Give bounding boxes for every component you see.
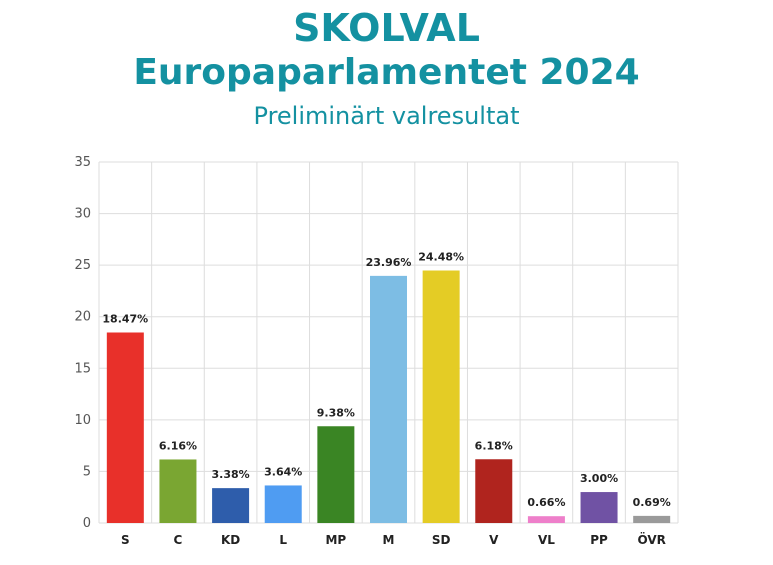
bar-övr bbox=[633, 515, 671, 523]
bar-v bbox=[475, 459, 513, 523]
chart-subtitle: Preliminärt valresultat bbox=[253, 102, 520, 130]
bar-c bbox=[159, 459, 197, 523]
x-tick-label: L bbox=[279, 533, 287, 547]
chart-title-line2: Europaparlamentet 2024 bbox=[133, 52, 640, 93]
bars-layer bbox=[106, 270, 671, 523]
data-label: 6.16% bbox=[159, 439, 197, 452]
chart-title-line1: SKOLVAL bbox=[293, 6, 480, 50]
x-tick-label: KD bbox=[221, 533, 240, 547]
bar-pp bbox=[580, 492, 618, 523]
y-tick-label: 5 bbox=[83, 464, 91, 479]
x-tick-label: S bbox=[121, 533, 130, 547]
bar-kd bbox=[212, 488, 250, 523]
x-tick-label: ÖVR bbox=[637, 532, 665, 547]
bar-vl bbox=[527, 516, 565, 523]
data-label: 23.96% bbox=[366, 256, 412, 269]
x-tick-label: MP bbox=[325, 533, 346, 547]
data-label: 3.38% bbox=[212, 468, 250, 481]
data-label: 6.18% bbox=[475, 439, 513, 452]
bar-mp bbox=[317, 426, 355, 523]
x-tick-label: SD bbox=[432, 533, 451, 547]
data-label: 0.69% bbox=[633, 496, 671, 509]
bar-sd bbox=[422, 270, 460, 523]
data-label: 0.66% bbox=[527, 496, 565, 509]
x-tick-label: M bbox=[383, 533, 395, 547]
x-tick-label: V bbox=[489, 533, 499, 547]
data-label: 3.00% bbox=[580, 472, 618, 485]
x-tick-label: PP bbox=[590, 533, 608, 547]
data-label: 18.47% bbox=[102, 312, 148, 325]
y-tick-label: 15 bbox=[74, 361, 91, 376]
y-tick-label: 30 bbox=[74, 207, 91, 222]
x-tick-label: C bbox=[174, 533, 183, 547]
y-tick-label: 10 bbox=[74, 413, 91, 428]
y-tick-label: 25 bbox=[74, 258, 91, 273]
labels-layer: 18.47% S 6.16% C 3.38% KD 3.64% L 9.38% MP 23.96% M… bbox=[102, 251, 670, 547]
y-tick-label: 0 bbox=[83, 516, 91, 531]
bar-m bbox=[370, 275, 407, 523]
x-tick-label: VL bbox=[538, 533, 555, 547]
data-label: 24.48% bbox=[418, 251, 464, 264]
bar-s bbox=[106, 332, 144, 523]
y-tick-label: 20 bbox=[74, 310, 91, 325]
y-tick-label: 35 bbox=[74, 155, 91, 170]
data-label: 9.38% bbox=[317, 406, 355, 419]
bar-l bbox=[264, 485, 302, 523]
data-label: 3.64% bbox=[264, 465, 302, 478]
